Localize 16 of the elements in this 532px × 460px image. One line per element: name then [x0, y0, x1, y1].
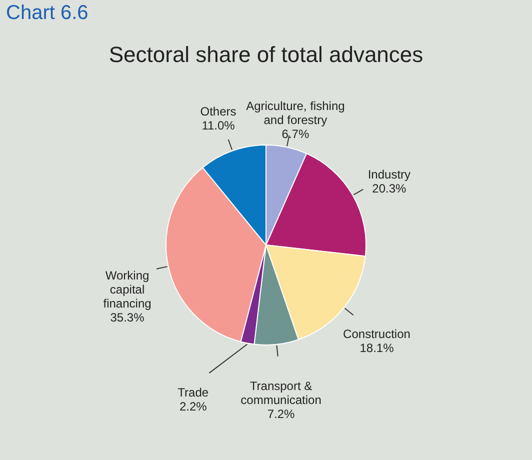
- slice-label: Trade: [178, 385, 209, 400]
- data-label: 18.1%: [360, 340, 394, 355]
- slice-label: Agriculture, fishing and forestry: [246, 99, 345, 128]
- data-label: 35.3%: [110, 310, 145, 324]
- data-label: 2.2%: [179, 399, 208, 414]
- data-label: 20.3%: [372, 181, 407, 196]
- slice-label: Working capital financing: [103, 268, 152, 310]
- data-label: 6.7%: [282, 127, 310, 142]
- caption: Chart 6.6: [6, 2, 88, 24]
- data-label: 11.0%: [202, 118, 236, 132]
- data-label: 7.2%: [267, 407, 296, 422]
- slice-label: Construction: [343, 326, 410, 341]
- slice-label: Industry: [368, 167, 411, 182]
- chart-title: Sectoral share of total advances: [108, 42, 424, 67]
- slice-label: Others: [200, 104, 236, 118]
- slice-label: Transport & communication: [240, 379, 322, 408]
